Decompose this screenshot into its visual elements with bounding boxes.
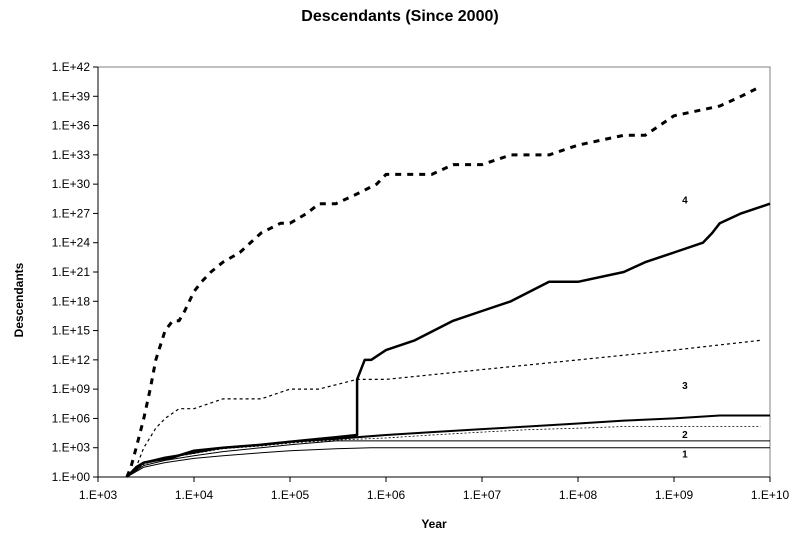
x-tick-label: 1.E+04 <box>175 488 214 502</box>
x-tick-label: 1.E+10 <box>751 488 790 502</box>
y-tick-label: 1.E+21 <box>52 265 91 279</box>
series-line-3 <box>126 339 761 478</box>
series-annotation-1: 1 <box>682 449 688 460</box>
series-group <box>125 85 771 478</box>
y-ticks: 1.E+00 1.E+03 1.E+06 1.E+09 1.E+12 1.E+15 1.E+… <box>52 60 98 484</box>
y-tick-label: 1.E+24 <box>52 236 91 250</box>
series-line-2 <box>125 202 771 478</box>
y-tick-label: 1.E+15 <box>52 324 91 338</box>
y-tick-label: 1.E+30 <box>52 177 91 191</box>
series-annotation-4: 4 <box>682 196 688 207</box>
y-tick-label: 1.E+06 <box>52 411 91 425</box>
series-annotation-2: 2 <box>682 430 688 441</box>
x-tick-label: 1.E+09 <box>655 488 694 502</box>
x-tick-label: 1.E+05 <box>271 488 310 502</box>
series-line-6 <box>126 440 770 478</box>
x-tick-label: 1.E+03 <box>79 488 118 502</box>
y-tick-label: 1.E+39 <box>52 89 91 103</box>
x-tick-label: 1.E+08 <box>559 488 598 502</box>
y-tick-label: 1.E+09 <box>52 382 91 396</box>
plot-border <box>97 66 771 478</box>
y-tick-label: 1.E+33 <box>52 148 91 162</box>
series-line-5 <box>126 426 761 478</box>
x-ticks: 1.E+03 1.E+04 1.E+05 1.E+06 1.E+07 1.E+08 1.E+… <box>79 477 790 502</box>
x-tick-label: 1.E+06 <box>367 488 406 502</box>
x-axis-label: Year <box>421 517 447 531</box>
y-axis-label: Descendants <box>12 262 26 337</box>
y-tick-label: 1.E+27 <box>52 206 91 220</box>
y-tick-label: 1.E+00 <box>52 470 91 484</box>
annotations: 4 3 2 1 <box>682 196 688 461</box>
series-annotation-3: 3 <box>682 381 688 392</box>
chart-title: Descendants (Since 2000) <box>301 8 499 25</box>
y-tick-label: 1.E+42 <box>52 60 91 74</box>
y-tick-label: 1.E+18 <box>52 294 91 308</box>
y-tick-label: 1.E+12 <box>52 353 91 367</box>
series-line-7 <box>126 447 770 478</box>
series-line-4 <box>126 414 770 478</box>
y-tick-label: 1.E+03 <box>52 441 91 455</box>
y-tick-label: 1.E+36 <box>52 119 91 133</box>
x-tick-label: 1.E+07 <box>463 488 502 502</box>
axes <box>97 66 771 478</box>
